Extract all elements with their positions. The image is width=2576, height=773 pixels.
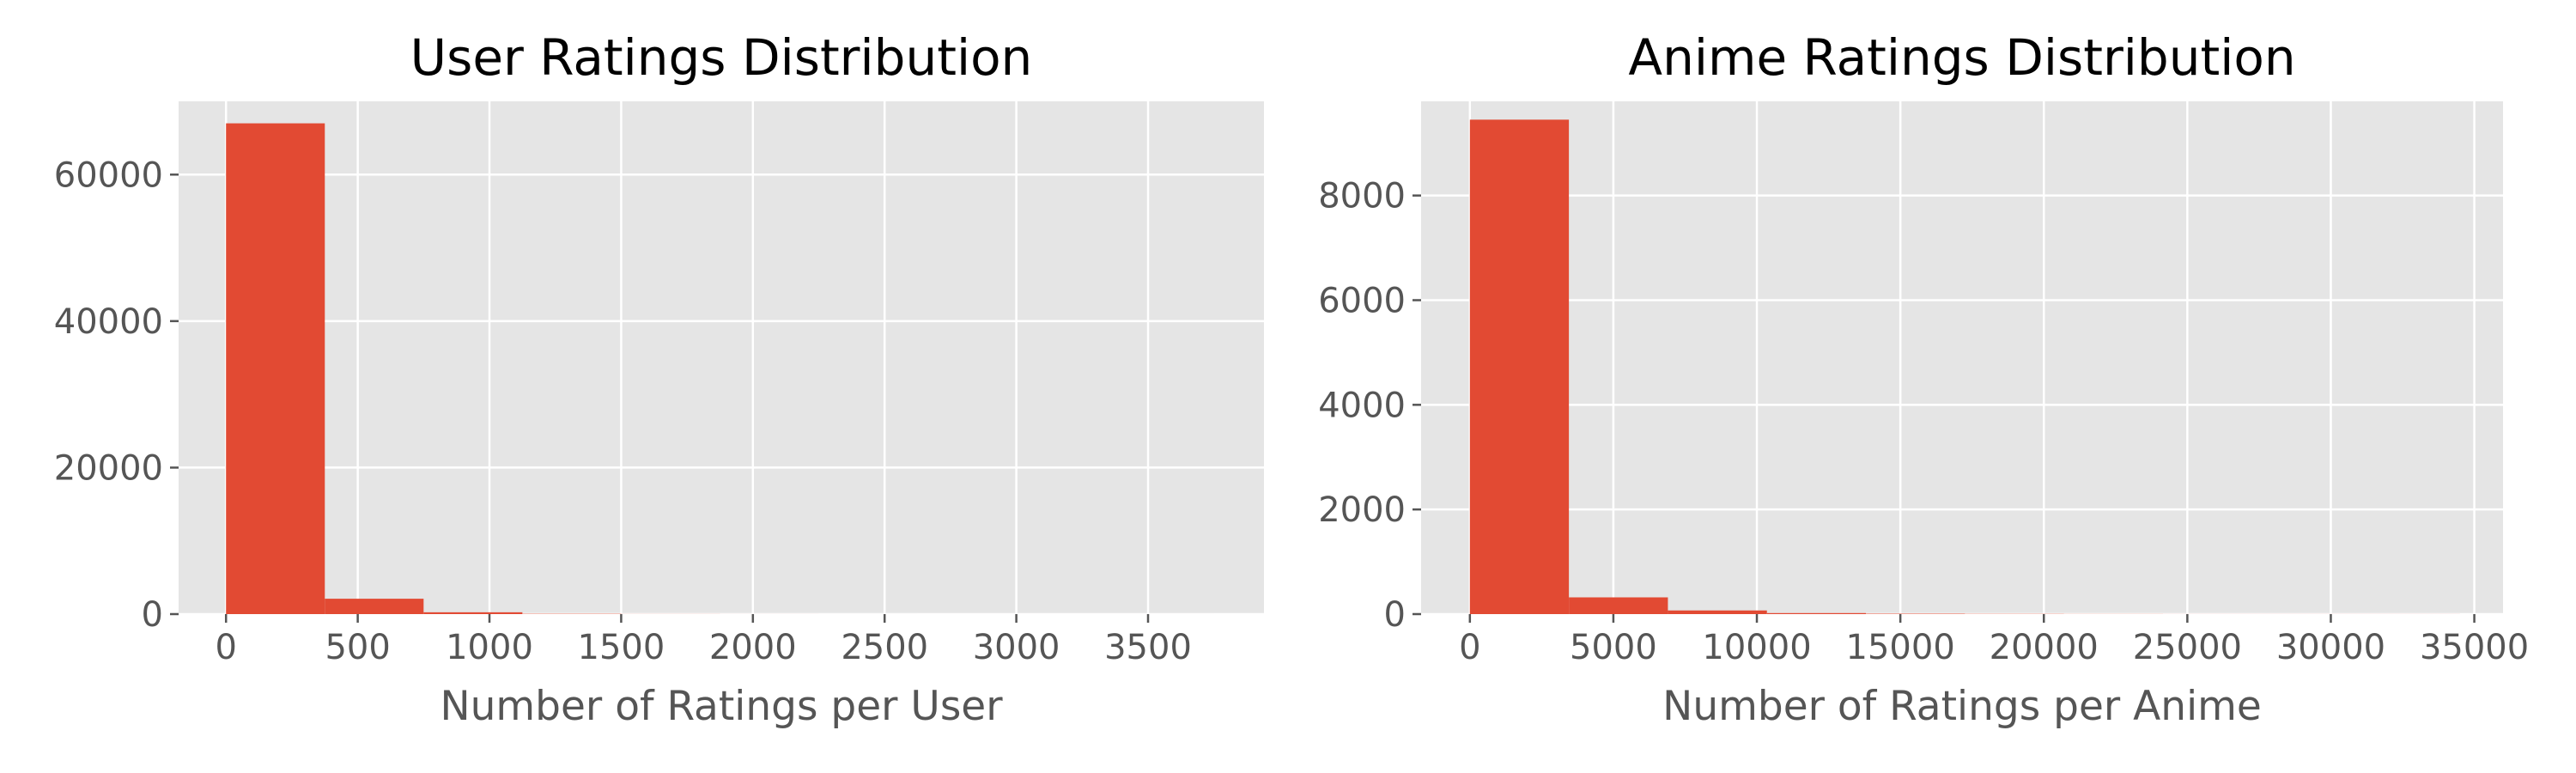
x-tick-label: 10000	[1702, 628, 1811, 667]
x-tick-label: 3500	[1104, 628, 1192, 667]
user-ratings-histogram: User Ratings Distribution 0 500 1000 1500 20…	[54, 28, 1264, 730]
y-tick-label: 4000	[1318, 386, 1406, 425]
y-tick-label: 2000	[1318, 490, 1406, 530]
histogram-bar	[1469, 119, 1570, 615]
y-tick-label: 0	[1384, 595, 1406, 635]
x-tick-label: 1500	[578, 628, 665, 667]
x-tick-label: 0	[215, 628, 236, 667]
histogram-bar	[325, 599, 424, 614]
histogram-bar	[1766, 612, 1867, 614]
y-tick-label: 40000	[54, 302, 163, 342]
x-tick-label: 3000	[973, 628, 1060, 667]
plot-background	[179, 101, 1264, 614]
histogram-bar	[423, 612, 523, 614]
plot-area: 0 500 1000 1500 2000 2500 3000 3500 0 20000 40000 6…	[54, 101, 1264, 667]
x-tick-label: 20000	[1990, 628, 2099, 667]
histogram-bar	[1569, 597, 1668, 614]
x-axis-label: Number of Ratings per Anime	[1662, 683, 2262, 730]
x-tick-label: 1000	[446, 628, 533, 667]
chart-title: Anime Ratings Distribution	[1628, 28, 2295, 87]
plot-background	[1421, 101, 2503, 614]
x-tick-label: 2500	[841, 628, 928, 667]
x-tick-label: 0	[1459, 628, 1480, 667]
x-tick-label: 500	[325, 628, 390, 667]
histogram-bar	[1668, 610, 1767, 614]
y-tick-label: 6000	[1318, 281, 1406, 320]
x-axis-label: Number of Ratings per User	[440, 683, 1003, 730]
x-tick-label: 2000	[709, 628, 797, 667]
x-tick-label: 35000	[2420, 628, 2529, 667]
x-tick-label: 5000	[1570, 628, 1657, 667]
anime-ratings-histogram: Anime Ratings Distribution 0 5000 10000 150…	[1318, 28, 2529, 730]
y-tick-label: 60000	[54, 155, 163, 195]
histogram-bar	[226, 123, 325, 615]
x-tick-label: 30000	[2276, 628, 2385, 667]
chart-title: User Ratings Distribution	[410, 28, 1033, 87]
y-tick-label: 8000	[1318, 177, 1406, 216]
y-tick-label: 0	[142, 595, 163, 635]
y-tick-label: 20000	[54, 448, 163, 488]
x-tick-label: 25000	[2133, 628, 2242, 667]
plot-area: 0 5000 10000 15000 20000 25000 30000 35000 0 2000…	[1318, 101, 2529, 667]
x-tick-label: 15000	[1846, 628, 1955, 667]
